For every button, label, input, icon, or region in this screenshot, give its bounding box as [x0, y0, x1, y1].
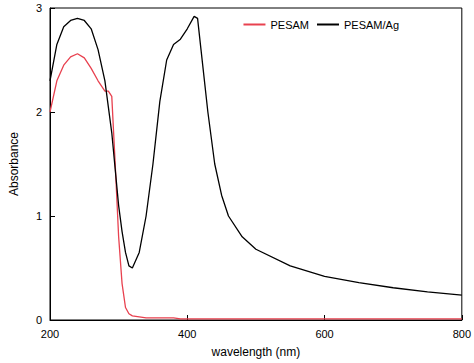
svg-text:800: 800	[453, 328, 471, 340]
svg-text:Absorbance: Absorbance	[7, 132, 21, 196]
svg-text:wavelength (nm): wavelength (nm)	[211, 345, 301, 359]
svg-text:0: 0	[36, 314, 42, 326]
svg-text:3: 3	[36, 2, 42, 14]
svg-text:1: 1	[36, 210, 42, 222]
svg-text:PESAM/Ag: PESAM/Ag	[344, 19, 399, 31]
svg-text:600: 600	[315, 328, 333, 340]
svg-text:400: 400	[178, 328, 196, 340]
svg-text:200: 200	[41, 328, 59, 340]
svg-text:2: 2	[36, 106, 42, 118]
svg-text:PESAM: PESAM	[270, 19, 309, 31]
